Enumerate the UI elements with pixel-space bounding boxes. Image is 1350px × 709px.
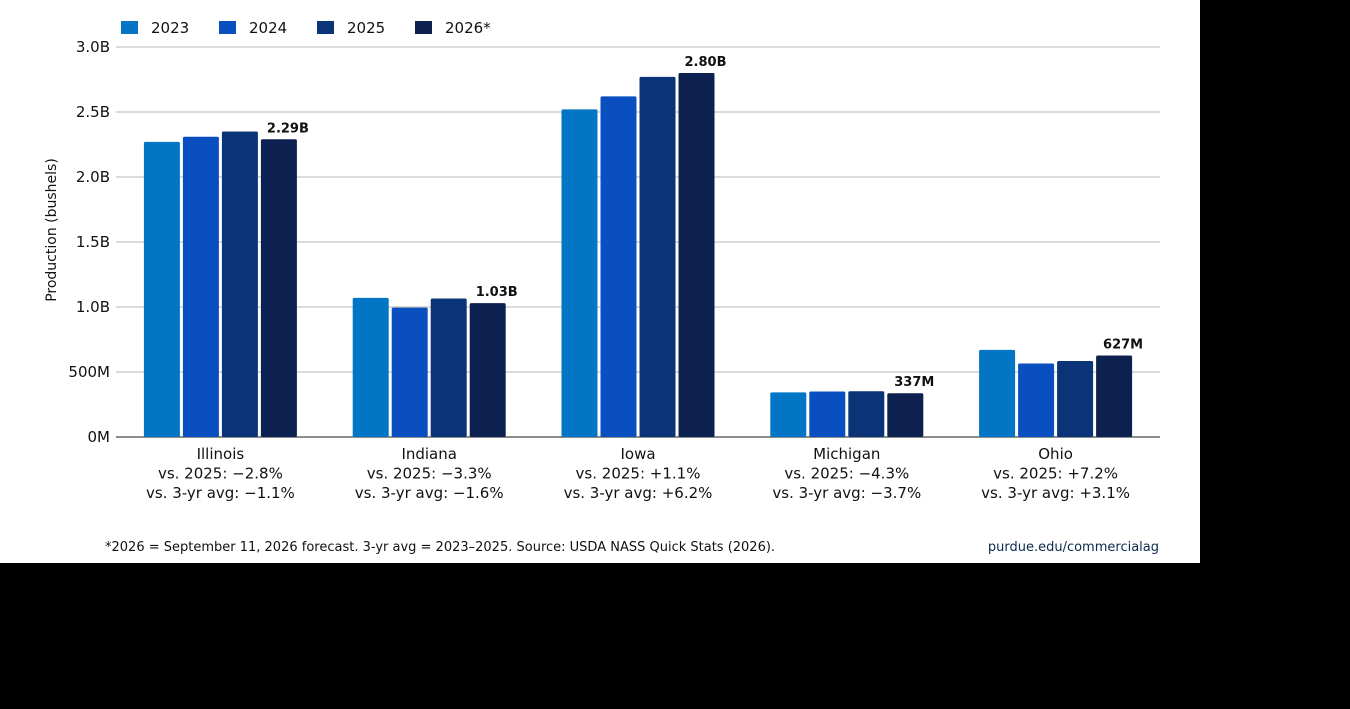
- x-category-label: Ohio: [1038, 445, 1073, 463]
- bar-iowa-2023: [561, 109, 598, 438]
- data-label: 2.80B: [685, 55, 727, 70]
- legend-label: 2024: [249, 19, 287, 37]
- y-tick-label: 500M: [68, 363, 110, 381]
- x-category-label: Iowa: [620, 445, 655, 463]
- source-link[interactable]: purdue.edu/commercialag: [988, 540, 1159, 555]
- x-category-note: vs. 2025: −2.8%: [158, 465, 283, 483]
- y-tick-label: 3.0B: [76, 38, 110, 56]
- chart-panel: 0M 500M 1.0B 1.5B 2.0B 2.5B 3.0B 2.29B Illinois v…: [0, 0, 1200, 563]
- legend-swatch: [121, 21, 138, 34]
- bar-michigan-2026: [887, 393, 924, 437]
- x-category-note: vs. 3-yr avg: −1.6%: [355, 484, 504, 502]
- bar-illinois-2023: [143, 141, 180, 437]
- bar-ohio-2024: [1018, 363, 1055, 437]
- bar-illinois-2024: [182, 136, 219, 437]
- x-category-note: vs. 3-yr avg: −3.7%: [772, 484, 921, 502]
- legend-label: 2025: [347, 19, 385, 37]
- legend-swatch: [219, 21, 236, 34]
- legend-label: 2026*: [445, 19, 491, 37]
- y-tick-label: 1.5B: [76, 233, 110, 251]
- bar-iowa-2024: [600, 96, 637, 438]
- y-axis-label: Production (bushels): [44, 158, 60, 302]
- x-category-label: Indiana: [401, 445, 457, 463]
- bar-iowa-2025: [639, 76, 676, 438]
- x-category-label: Illinois: [197, 445, 245, 463]
- y-tick-label: 0M: [88, 428, 111, 446]
- bar-illinois-2025: [221, 131, 258, 437]
- y-tick-label: 1.0B: [76, 298, 110, 316]
- legend-label: 2023: [151, 19, 189, 37]
- data-label: 2.29B: [267, 121, 309, 136]
- bar-illinois-2026: [260, 139, 297, 438]
- x-category-note: vs. 3-yr avg: +3.1%: [981, 484, 1130, 502]
- data-label: 1.03B: [476, 285, 518, 300]
- x-category-note: vs. 2025: −4.3%: [784, 465, 909, 483]
- x-category-note: vs. 3-yr avg: −1.1%: [146, 484, 295, 502]
- x-category-note: vs. 2025: −3.3%: [367, 465, 492, 483]
- legend-swatch: [415, 21, 432, 34]
- bar-michigan-2023: [770, 392, 807, 437]
- bar-indiana-2026: [469, 303, 506, 437]
- data-label: 627M: [1103, 337, 1143, 352]
- data-label: 337M: [894, 375, 934, 390]
- bar-ohio-2026: [1096, 355, 1133, 437]
- bar-indiana-2024: [391, 307, 428, 437]
- bar-chart: 0M 500M 1.0B 1.5B 2.0B 2.5B 3.0B 2.29B Illinois v…: [44, 19, 1160, 555]
- footnote: *2026 = September 11, 2026 forecast. 3-y…: [105, 540, 775, 555]
- x-category-label: Michigan: [813, 445, 880, 463]
- y-tick-label: 2.5B: [76, 103, 110, 121]
- legend-swatch: [317, 21, 334, 34]
- x-category-note: vs. 2025: +1.1%: [576, 465, 701, 483]
- bar-indiana-2023: [352, 297, 389, 437]
- bar-indiana-2025: [430, 298, 467, 437]
- y-tick-label: 2.0B: [76, 168, 110, 186]
- x-category-note: vs. 2025: +7.2%: [993, 465, 1118, 483]
- bar-ohio-2023: [979, 349, 1016, 437]
- bar-michigan-2025: [848, 391, 885, 437]
- x-category-note: vs. 3-yr avg: +6.2%: [564, 484, 713, 502]
- bar-michigan-2024: [809, 391, 846, 437]
- bar-iowa-2026: [678, 73, 715, 437]
- bar-ohio-2025: [1057, 360, 1094, 437]
